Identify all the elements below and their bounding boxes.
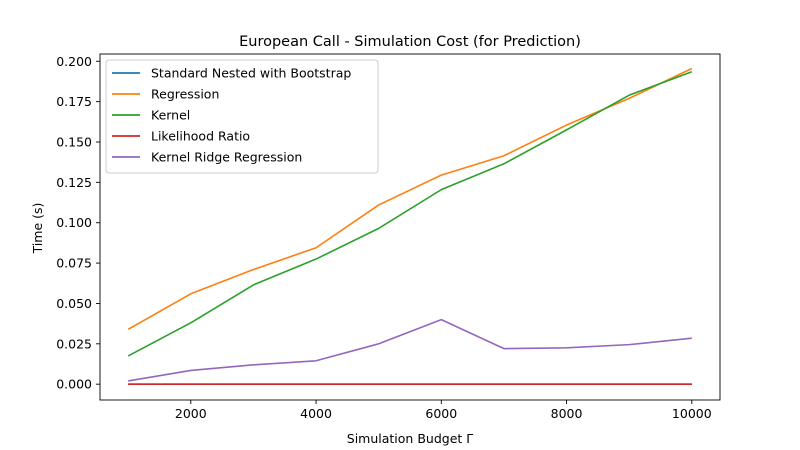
y-tick-label: 0.125 xyxy=(56,175,92,190)
y-tick-label: 0.150 xyxy=(56,134,92,149)
legend-label-0: Standard Nested with Bootstrap xyxy=(151,66,351,81)
legend-label-2: Kernel xyxy=(151,108,190,123)
y-tick-label: 0.000 xyxy=(56,377,92,392)
x-axis-label: Simulation Budget Γ xyxy=(347,431,473,446)
y-tick-label: 0.175 xyxy=(56,94,92,109)
y-axis-label: Time (s) xyxy=(30,203,45,255)
x-tick-label: 8000 xyxy=(551,406,583,421)
y-tick-label: 0.100 xyxy=(56,215,92,230)
series-line-2 xyxy=(127,71,693,357)
x-tick-label: 4000 xyxy=(300,406,332,421)
y-tick-label: 0.025 xyxy=(56,336,92,351)
chart-title: European Call - Simulation Cost (for Pre… xyxy=(239,34,581,50)
y-tick-label: 0.050 xyxy=(56,296,92,311)
x-tick-label: 2000 xyxy=(175,406,207,421)
legend-label-1: Regression xyxy=(151,87,219,102)
legend-label-3: Likelihood Ratio xyxy=(151,129,250,144)
legend-box xyxy=(105,59,379,174)
axes-frame xyxy=(99,53,721,401)
x-tick-label: 10000 xyxy=(672,406,712,421)
legend-label-4: Kernel Ridge Regression xyxy=(151,150,302,165)
plot-area: 2000 4000 6000 8000 10000 0.000 0.025 0.050 0.07… xyxy=(56,53,721,421)
y-tick-label: 0.075 xyxy=(56,256,92,271)
x-tick-label: 6000 xyxy=(425,406,457,421)
y-tick-label: 0.200 xyxy=(56,54,92,69)
series-line-4 xyxy=(128,318,692,382)
